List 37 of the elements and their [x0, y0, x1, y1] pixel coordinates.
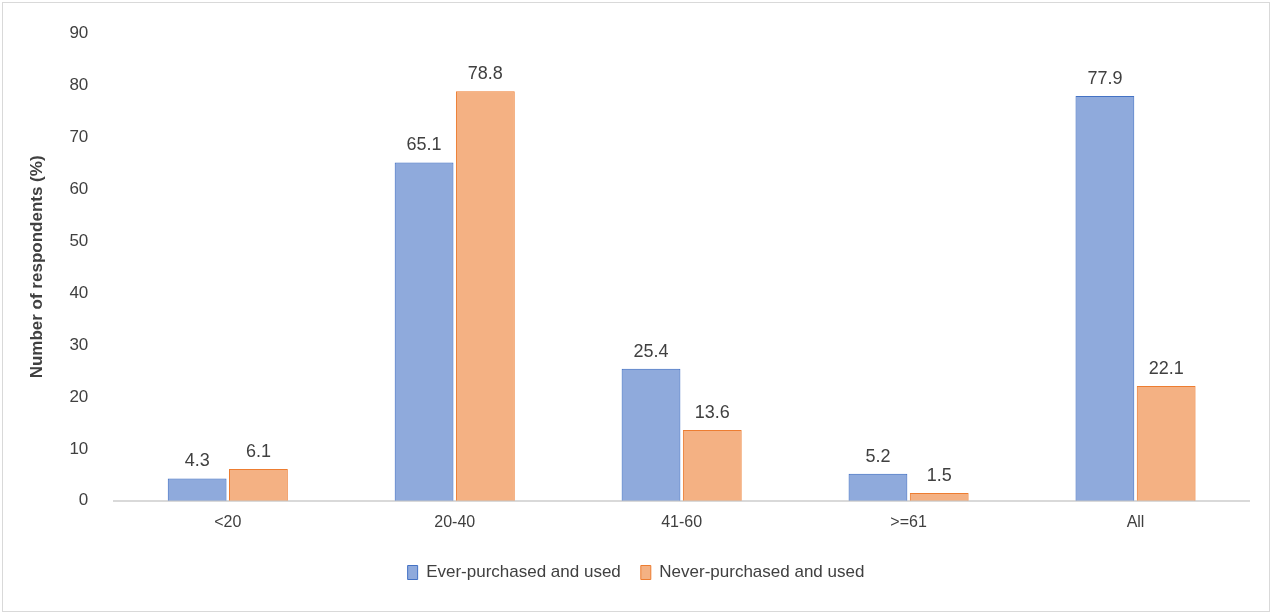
data-label: 4.3: [184, 450, 210, 471]
x-tick-label: <20: [214, 512, 242, 530]
bar: [455, 91, 515, 501]
y-tick-label: 30: [69, 334, 89, 354]
bar: [1136, 385, 1196, 501]
data-label: 77.9: [1087, 67, 1123, 88]
x-tick-label: All: [1126, 512, 1145, 530]
bar: [682, 430, 742, 501]
data-label: 1.5: [926, 464, 952, 485]
y-tick-label: 50: [69, 230, 89, 250]
y-tick-label: 60: [69, 178, 89, 198]
bar: [621, 368, 681, 501]
y-tick-label: 20: [69, 386, 89, 406]
y-axis-title: Number of respondents (%): [26, 155, 46, 379]
y-tick-label: 90: [69, 22, 89, 42]
x-tick-label: >=61: [890, 512, 927, 530]
y-tick-label: 80: [69, 74, 89, 94]
y-tick-label: 40: [69, 282, 89, 302]
y-tick-label: 10: [69, 438, 89, 458]
bar: [1076, 96, 1134, 501]
x-tick-label: 20-40: [434, 512, 476, 530]
data-label: 5.2: [865, 445, 891, 466]
data-label: 65.1: [406, 134, 442, 155]
y-tick-label: 0: [78, 490, 89, 510]
x-tick-label: 41-60: [661, 512, 703, 530]
data-label: 22.1: [1148, 357, 1184, 378]
data-label: 78.8: [467, 63, 503, 84]
data-label: 13.6: [694, 402, 730, 423]
legend-label: Never-purchased and used: [659, 562, 865, 582]
data-label: 25.4: [633, 340, 669, 361]
bar: [395, 163, 453, 501]
bar: [229, 469, 288, 501]
y-tick-label: 70: [69, 126, 89, 146]
legend-label: Ever-purchased and used: [426, 562, 621, 582]
bar: [167, 478, 227, 501]
data-label: 6.1: [245, 441, 271, 462]
bar: [848, 473, 908, 501]
